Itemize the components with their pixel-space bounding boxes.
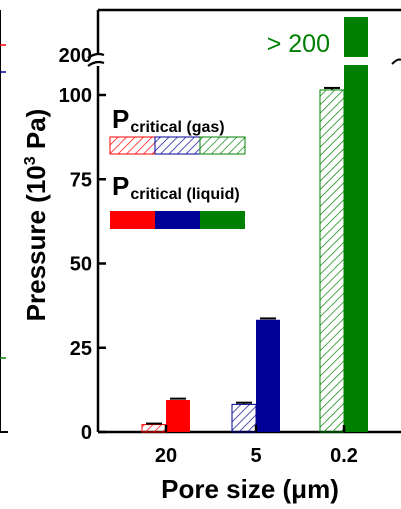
y-ticks: 0 25 50 75 100 [59,85,106,444]
legend-gas-swatch-blue [154,136,201,155]
legend-liquid-swatch-blue [155,211,200,229]
y-axis-title-sup: 3 [22,156,39,165]
legend-liquid-swatch-green [200,211,245,229]
y-tick-label: 100 [59,85,92,107]
bar-gas-5 [231,403,257,433]
y-axis-title: Pressure (103 Pa) [21,109,51,322]
y-tick-label: 25 [70,338,92,360]
legend-gas-swatch-green [199,136,246,155]
legend-gas-label: Pcritical (gas) [112,104,225,136]
y-tick-label: 75 [70,169,92,191]
y-axis-break-mark-2 [87,60,105,67]
right-break-mark [391,58,401,65]
bars [141,17,368,433]
left-panel-fragment [0,10,8,433]
y-tick-label: 0 [81,422,92,444]
x-axis-title: Pore size (μm) [161,474,339,504]
x-ticks: 20 5 0.2 [155,425,358,467]
bar-annotation: > 200 [267,30,330,58]
x-tick-label: 0.2 [330,445,358,467]
y-axis-title-main: Pressure (10 [21,165,51,321]
bar-gas-0.2 [319,89,345,433]
y-break-tick-label: 200 [59,45,92,67]
legend-gas-swatch-red [109,136,156,155]
x-tick-label: 5 [250,445,261,467]
legend: Pcritical (gas) Pcritical (liquid) [109,104,246,229]
bar-gas-20 [141,424,167,433]
legend-liquid-swatch-red [110,211,155,229]
bar-liquid-0.2 [344,65,368,432]
y-axis-title-tail: Pa) [21,109,51,157]
bar-liquid-top-0.2 [344,17,368,57]
y-axis-break-mark-1 [87,52,105,59]
bar-liquid-20 [166,399,190,432]
bar-liquid-5 [256,319,280,432]
x-tick-label: 20 [155,445,177,467]
y-tick-label: 50 [70,254,92,276]
legend-liquid-label: Pcritical (liquid) [112,171,240,203]
